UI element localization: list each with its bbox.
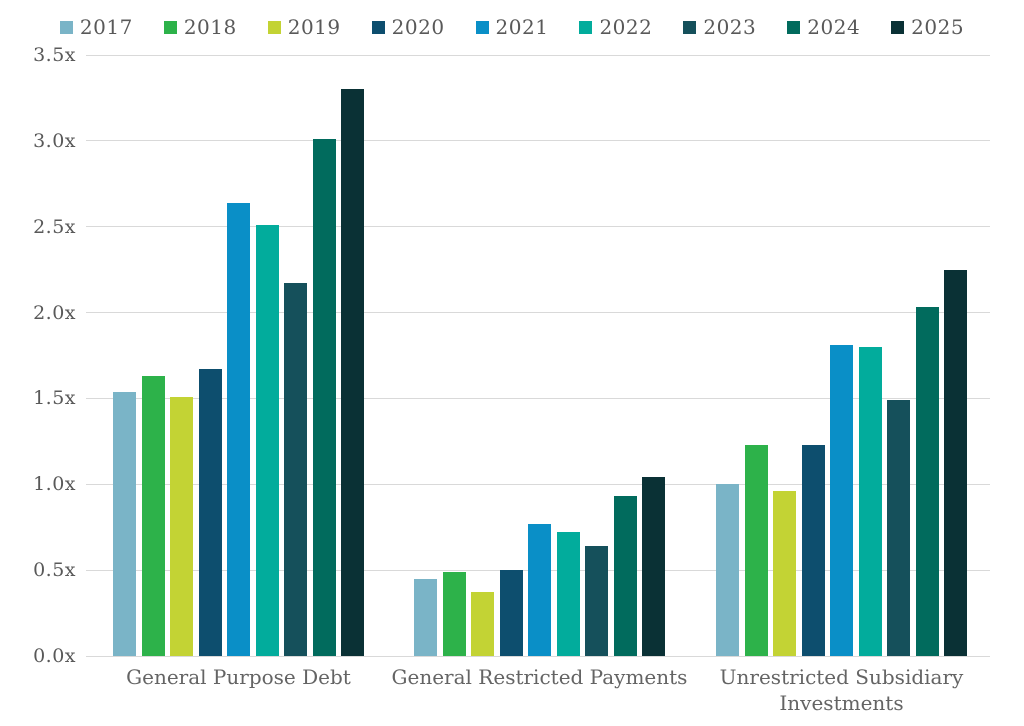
- legend-item-2017: 2017: [59, 15, 133, 39]
- bar-2023-general-restricted-payments: [585, 546, 608, 656]
- legend-item-2023: 2023: [683, 17, 756, 37]
- legend-item-2024: 2024: [787, 17, 860, 37]
- bar-2023-unrestricted-subsidiary-investments: [887, 400, 910, 656]
- gridline-2.5x: [86, 226, 990, 228]
- legend-label: 2025: [911, 15, 965, 39]
- legend-swatch-icon: [475, 20, 489, 34]
- gridline-2.0x: [86, 312, 990, 314]
- bar-2018-general-purpose-debt: [141, 376, 165, 656]
- bar-2024-general-purpose-debt: [312, 139, 336, 656]
- gridline-3.0x: [86, 140, 990, 142]
- gridline-1.0x: [86, 483, 990, 485]
- legend-label: 2019: [287, 15, 341, 39]
- legend-item-2020: 2020: [371, 15, 445, 39]
- legend-swatch-icon: [371, 20, 385, 34]
- x-category-label-unrestricted-subsidiary-investments: Unrestricted Subsidiary Investments: [719, 665, 964, 715]
- legend-swatch-icon: [59, 20, 73, 34]
- bar-group-unrestricted-subsidiary-investments: [716, 55, 967, 656]
- legend-item-2018: 2018: [163, 15, 237, 39]
- x-category-label-general-purpose-debt: General Purpose Debt: [126, 665, 351, 689]
- legend-label: 2018: [183, 15, 237, 39]
- bar-2025-unrestricted-subsidiary-investments: [944, 269, 967, 656]
- bar-2019-general-restricted-payments: [471, 592, 494, 656]
- legend-item-2022: 2022: [579, 17, 652, 37]
- bar-2018-unrestricted-subsidiary-investments: [744, 444, 768, 656]
- plot-area: [86, 54, 990, 657]
- gridline-3.5x: [86, 54, 990, 56]
- bar-2017-general-purpose-debt: [113, 391, 136, 656]
- bar-2023-general-purpose-debt: [284, 283, 307, 656]
- bar-2022-unrestricted-subsidiary-investments: [858, 346, 882, 656]
- bar-2024-unrestricted-subsidiary-investments: [915, 307, 939, 656]
- chart-legend: 2017 2018 2019 2020 2021 2022 2023 2024 2025: [0, 12, 1024, 42]
- bar-2025-general-restricted-payments: [642, 477, 665, 656]
- legend-swatch-icon: [891, 20, 905, 34]
- y-tick-label-2.0x: 2.0x: [33, 301, 76, 324]
- legend-label: 2020: [391, 15, 445, 39]
- y-tick-label-2.5x: 2.5x: [33, 215, 76, 238]
- legend-swatch-icon: [683, 20, 697, 34]
- legend-label: 2024: [807, 15, 861, 39]
- bar-group-general-purpose-debt: [113, 55, 364, 656]
- legend-swatch-icon: [787, 20, 801, 34]
- y-tick-label-0.0x: 0.0x: [33, 645, 76, 667]
- bar-2020-general-purpose-debt: [198, 369, 222, 656]
- legend-item-2025: 2025: [891, 17, 964, 37]
- legend-swatch-icon: [267, 20, 281, 34]
- bar-2020-unrestricted-subsidiary-investments: [801, 444, 825, 656]
- legend-item-2021: 2021: [475, 15, 549, 39]
- bar-2017-general-restricted-payments: [414, 578, 437, 656]
- bar-2022-general-restricted-payments: [556, 532, 580, 656]
- legend-swatch-icon: [579, 20, 593, 34]
- gridline-0.0x: [86, 655, 990, 657]
- bar-2022-general-purpose-debt: [255, 225, 279, 656]
- bar-2017-unrestricted-subsidiary-investments: [716, 484, 739, 656]
- bar-group-general-restricted-payments: [414, 55, 665, 656]
- y-tick-label-0.5x: 0.5x: [33, 559, 76, 582]
- bar-2019-general-purpose-debt: [170, 396, 193, 656]
- bar-2021-general-restricted-payments: [528, 523, 551, 656]
- bar-2019-unrestricted-subsidiary-investments: [773, 491, 796, 656]
- x-category-label-general-restricted-payments: General Restricted Payments: [391, 665, 688, 689]
- legend-label: 2023: [703, 15, 757, 39]
- y-tick-label-1.0x: 1.0x: [33, 473, 76, 496]
- legend-item-2019: 2019: [267, 15, 341, 39]
- bar-2021-unrestricted-subsidiary-investments: [830, 345, 853, 656]
- bar-2018-general-restricted-payments: [442, 571, 466, 656]
- bar-2024-general-restricted-payments: [613, 496, 637, 656]
- y-tick-label-3.0x: 3.0x: [33, 129, 76, 152]
- legend-label: 2021: [495, 15, 549, 39]
- legend-swatch-icon: [163, 20, 177, 34]
- legend-label: 2022: [599, 15, 653, 39]
- bar-2020-general-restricted-payments: [499, 570, 523, 656]
- legend-label: 2017: [79, 15, 133, 39]
- y-tick-label-3.5x: 3.5x: [33, 44, 76, 66]
- bar-2025-general-purpose-debt: [341, 89, 364, 656]
- bar-2021-general-purpose-debt: [227, 202, 250, 656]
- gridline-1.5x: [86, 397, 990, 399]
- y-tick-label-1.5x: 1.5x: [33, 387, 76, 410]
